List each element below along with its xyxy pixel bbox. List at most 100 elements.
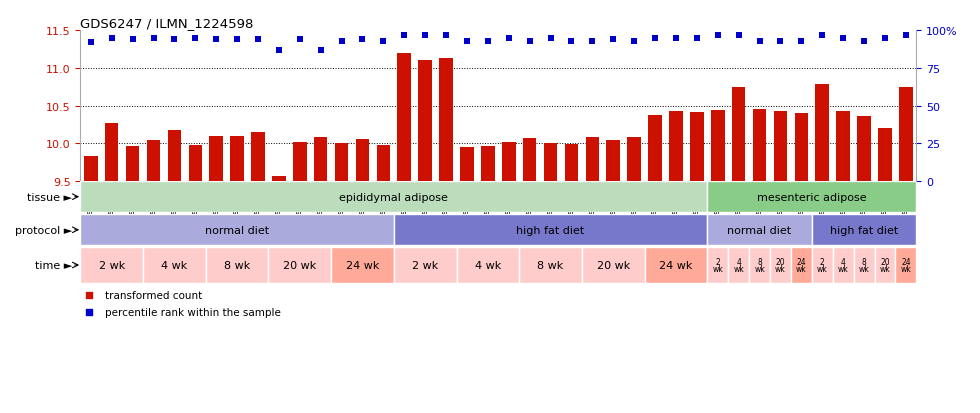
Bar <box>502 142 515 182</box>
Bar <box>811 215 916 246</box>
Text: 20 wk: 20 wk <box>283 260 317 271</box>
Point <box>313 47 328 54</box>
Point <box>167 37 182 43</box>
Point <box>187 35 203 42</box>
Text: transformed count: transformed count <box>106 290 203 300</box>
Text: percentile rank within the sample: percentile rank within the sample <box>106 307 281 317</box>
Text: normal diet: normal diet <box>727 225 792 235</box>
Bar <box>80 248 143 283</box>
Bar <box>210 136 223 182</box>
Point <box>375 38 391 45</box>
Bar <box>878 129 892 182</box>
Text: 8 wk: 8 wk <box>224 260 250 271</box>
Text: 2
wk: 2 wk <box>817 257 828 274</box>
Point <box>397 32 413 39</box>
Point <box>146 35 162 42</box>
Point <box>81 309 97 315</box>
Text: 24 wk: 24 wk <box>346 260 379 271</box>
Point <box>250 37 266 43</box>
Point <box>626 38 642 45</box>
Bar <box>314 138 327 182</box>
Point <box>898 32 913 39</box>
Bar <box>394 215 708 246</box>
Bar <box>335 144 348 182</box>
Text: epididymal adipose: epididymal adipose <box>339 192 448 202</box>
Point <box>877 35 893 42</box>
Text: 24
wk: 24 wk <box>901 257 911 274</box>
Bar <box>481 146 495 182</box>
Bar <box>795 114 808 182</box>
Text: time ►: time ► <box>34 260 72 271</box>
Text: 4 wk: 4 wk <box>162 260 187 271</box>
Bar <box>732 88 746 182</box>
Bar <box>230 136 244 182</box>
Bar <box>519 248 582 283</box>
Bar <box>461 148 473 182</box>
Point <box>689 35 705 42</box>
Bar <box>728 248 749 283</box>
Bar <box>858 117 871 182</box>
Point <box>814 32 830 39</box>
Text: protocol ►: protocol ► <box>15 225 72 235</box>
Bar <box>84 157 98 182</box>
Text: 8 wk: 8 wk <box>537 260 564 271</box>
Text: 8
wk: 8 wk <box>858 257 869 274</box>
Bar <box>770 248 791 283</box>
Bar <box>188 145 202 182</box>
Text: 8
wk: 8 wk <box>755 257 765 274</box>
Bar <box>749 248 770 283</box>
Point <box>668 35 684 42</box>
Text: 24 wk: 24 wk <box>660 260 693 271</box>
Text: 20
wk: 20 wk <box>880 257 890 274</box>
Bar <box>251 133 265 182</box>
Bar <box>708 182 916 213</box>
Text: 4 wk: 4 wk <box>474 260 501 271</box>
Bar <box>586 138 599 182</box>
Point <box>772 38 788 45</box>
Point <box>794 38 809 45</box>
Bar <box>523 139 536 182</box>
Bar <box>582 248 645 283</box>
Bar <box>168 131 181 182</box>
Point <box>83 40 99 46</box>
Point <box>521 38 537 45</box>
Bar <box>356 140 369 182</box>
Text: 20
wk: 20 wk <box>775 257 786 274</box>
Bar <box>708 248 728 283</box>
Point <box>438 32 454 39</box>
Point <box>480 38 496 45</box>
Point <box>543 35 559 42</box>
Point <box>731 32 747 39</box>
Bar <box>293 142 307 182</box>
Text: GDS6247 / ILMN_1224598: GDS6247 / ILMN_1224598 <box>80 17 254 30</box>
Text: tissue ►: tissue ► <box>27 192 72 202</box>
Text: 2
wk: 2 wk <box>712 257 723 274</box>
Bar <box>899 88 912 182</box>
Point <box>835 35 851 42</box>
Bar <box>418 61 432 182</box>
Point <box>124 37 140 43</box>
Bar <box>753 109 766 182</box>
Point <box>857 38 872 45</box>
Bar <box>272 176 286 182</box>
Bar <box>811 248 833 283</box>
Point <box>501 35 516 42</box>
Bar <box>896 248 916 283</box>
Bar <box>147 140 161 182</box>
Bar <box>394 248 457 283</box>
Bar <box>791 248 811 283</box>
Bar <box>80 215 394 246</box>
Bar <box>874 248 896 283</box>
Bar <box>457 248 519 283</box>
Bar <box>645 248 708 283</box>
Bar <box>833 248 854 283</box>
Bar <box>627 138 641 182</box>
Point <box>417 32 433 39</box>
Bar <box>80 182 708 213</box>
Point <box>229 37 245 43</box>
Bar <box>439 59 453 182</box>
Bar <box>105 123 119 182</box>
Bar <box>331 248 394 283</box>
Bar <box>607 140 620 182</box>
Point <box>564 38 579 45</box>
